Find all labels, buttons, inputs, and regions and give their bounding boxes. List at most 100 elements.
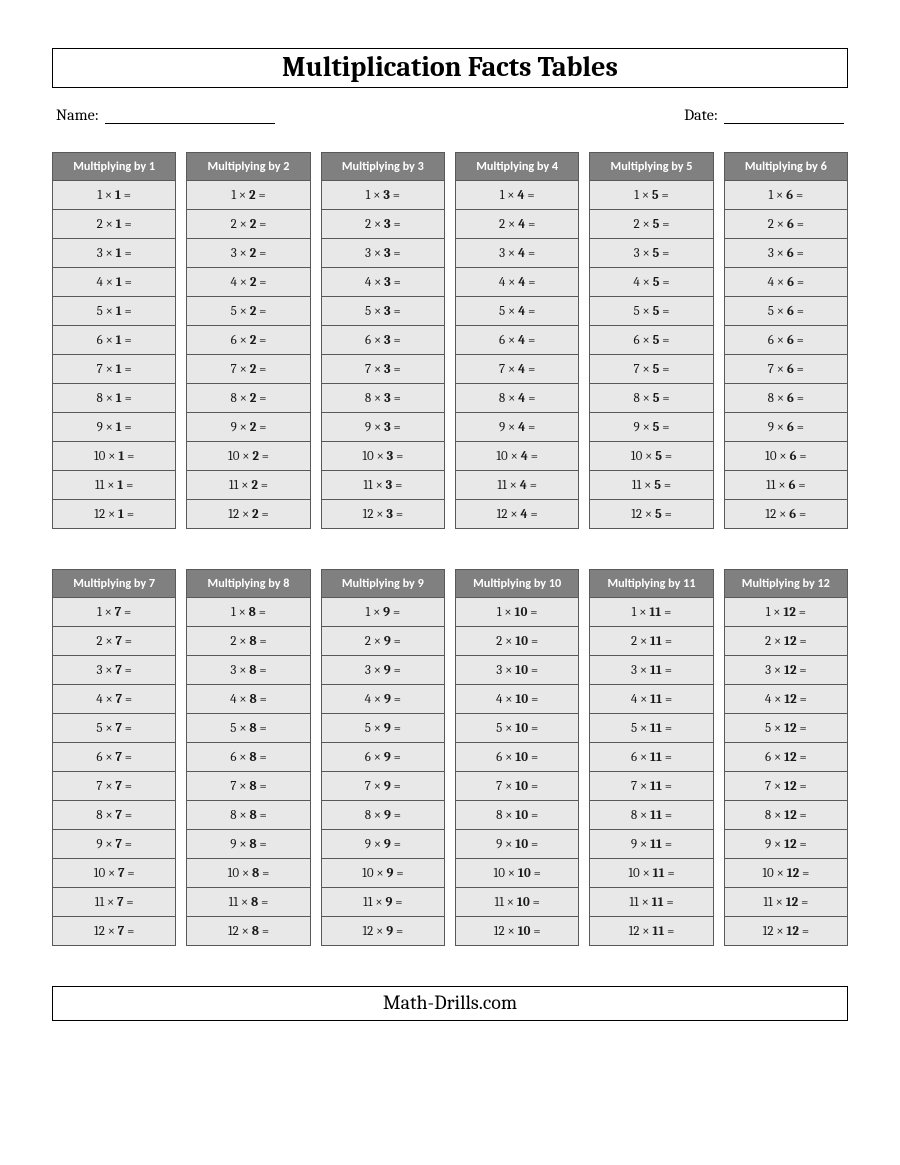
fact-cell: 8 × 11 = — [590, 801, 712, 830]
fact-cell: 6 × 3 = — [322, 326, 444, 355]
fact-cell: 2 × 7 = — [53, 627, 175, 656]
fact-table-3: Multiplying by 31 × 3 =2 × 3 =3 × 3 =4 ×… — [321, 152, 445, 529]
fact-cell: 12 × 9 = — [322, 917, 444, 945]
fact-cell: 12 × 7 = — [53, 917, 175, 945]
fact-cell: 12 × 2 = — [187, 500, 309, 528]
fact-cell: 8 × 7 = — [53, 801, 175, 830]
fact-table-header: Multiplying by 1 — [53, 153, 175, 181]
fact-cell: 11 × 10 = — [456, 888, 578, 917]
fact-cell: 6 × 1 = — [53, 326, 175, 355]
date-field: Date: — [684, 106, 844, 124]
fact-cell: 7 × 6 = — [725, 355, 847, 384]
date-label: Date: — [684, 106, 718, 124]
fact-cell: 5 × 4 = — [456, 297, 578, 326]
fact-cell: 3 × 7 = — [53, 656, 175, 685]
fact-cell: 8 × 2 = — [187, 384, 309, 413]
name-underline[interactable] — [105, 123, 275, 124]
fact-cell: 3 × 4 = — [456, 239, 578, 268]
fact-cell: 7 × 8 = — [187, 772, 309, 801]
fact-cell: 9 × 2 = — [187, 413, 309, 442]
fact-cell: 6 × 5 = — [590, 326, 712, 355]
fact-cell: 8 × 8 = — [187, 801, 309, 830]
fact-cell: 6 × 11 = — [590, 743, 712, 772]
fact-cell: 1 × 9 = — [322, 598, 444, 627]
fact-cell: 5 × 10 = — [456, 714, 578, 743]
fact-cell: 1 × 2 = — [187, 181, 309, 210]
fact-table-5: Multiplying by 51 × 5 =2 × 5 =3 × 5 =4 ×… — [589, 152, 713, 529]
fact-table-1: Multiplying by 11 × 1 =2 × 1 =3 × 1 =4 ×… — [52, 152, 176, 529]
fact-cell: 6 × 12 = — [725, 743, 847, 772]
fact-table-header: Multiplying by 12 — [725, 570, 847, 598]
fact-cell: 1 × 3 = — [322, 181, 444, 210]
fact-cell: 11 × 3 = — [322, 471, 444, 500]
fact-cell: 2 × 6 = — [725, 210, 847, 239]
fact-cell: 11 × 8 = — [187, 888, 309, 917]
fact-cell: 2 × 4 = — [456, 210, 578, 239]
fact-cell: 8 × 10 = — [456, 801, 578, 830]
fact-cell: 9 × 5 = — [590, 413, 712, 442]
fact-table-header: Multiplying by 4 — [456, 153, 578, 181]
fact-cell: 7 × 2 = — [187, 355, 309, 384]
page-title: Multiplication Facts Tables — [52, 48, 848, 88]
fact-cell: 4 × 5 = — [590, 268, 712, 297]
fact-cell: 2 × 10 = — [456, 627, 578, 656]
fact-cell: 2 × 12 = — [725, 627, 847, 656]
fact-cell: 7 × 4 = — [456, 355, 578, 384]
fact-cell: 3 × 6 = — [725, 239, 847, 268]
fact-cell: 9 × 11 = — [590, 830, 712, 859]
fact-cell: 8 × 6 = — [725, 384, 847, 413]
fact-cell: 10 × 8 = — [187, 859, 309, 888]
fact-cell: 7 × 3 = — [322, 355, 444, 384]
fact-cell: 9 × 12 = — [725, 830, 847, 859]
fact-cell: 12 × 1 = — [53, 500, 175, 528]
fact-cell: 1 × 10 = — [456, 598, 578, 627]
fact-cell: 6 × 6 = — [725, 326, 847, 355]
fact-cell: 11 × 1 = — [53, 471, 175, 500]
fact-cell: 9 × 1 = — [53, 413, 175, 442]
fact-cell: 12 × 6 = — [725, 500, 847, 528]
fact-cell: 7 × 11 = — [590, 772, 712, 801]
fact-table-header: Multiplying by 7 — [53, 570, 175, 598]
name-field: Name: — [56, 106, 275, 124]
fact-cell: 1 × 7 = — [53, 598, 175, 627]
fact-cell: 11 × 7 = — [53, 888, 175, 917]
fact-table-12: Multiplying by 121 × 12 =2 × 12 =3 × 12 … — [724, 569, 848, 946]
fact-cell: 4 × 6 = — [725, 268, 847, 297]
fact-cell: 10 × 3 = — [322, 442, 444, 471]
fact-cell: 4 × 2 = — [187, 268, 309, 297]
fact-cell: 5 × 8 = — [187, 714, 309, 743]
fact-cell: 6 × 4 = — [456, 326, 578, 355]
fact-cell: 10 × 11 = — [590, 859, 712, 888]
fact-cell: 11 × 2 = — [187, 471, 309, 500]
fact-cell: 5 × 7 = — [53, 714, 175, 743]
fact-cell: 10 × 1 = — [53, 442, 175, 471]
fact-cell: 9 × 4 = — [456, 413, 578, 442]
fact-cell: 9 × 7 = — [53, 830, 175, 859]
fact-cell: 2 × 3 = — [322, 210, 444, 239]
fact-cell: 2 × 1 = — [53, 210, 175, 239]
fact-table-header: Multiplying by 6 — [725, 153, 847, 181]
fact-cell: 3 × 9 = — [322, 656, 444, 685]
fact-cell: 1 × 4 = — [456, 181, 578, 210]
fact-cell: 1 × 1 = — [53, 181, 175, 210]
fact-cell: 10 × 2 = — [187, 442, 309, 471]
fact-cell: 6 × 2 = — [187, 326, 309, 355]
fact-cell: 11 × 11 = — [590, 888, 712, 917]
name-label: Name: — [56, 106, 99, 124]
fact-cell: 1 × 12 = — [725, 598, 847, 627]
date-underline[interactable] — [724, 123, 844, 124]
fact-cell: 5 × 11 = — [590, 714, 712, 743]
fact-table-4: Multiplying by 41 × 4 =2 × 4 =3 × 4 =4 ×… — [455, 152, 579, 529]
fact-cell: 1 × 11 = — [590, 598, 712, 627]
fact-cell: 4 × 4 = — [456, 268, 578, 297]
fact-cell: 5 × 9 = — [322, 714, 444, 743]
fact-cell: 3 × 1 = — [53, 239, 175, 268]
fact-cell: 3 × 3 = — [322, 239, 444, 268]
fact-cell: 7 × 5 = — [590, 355, 712, 384]
fact-cell: 11 × 12 = — [725, 888, 847, 917]
fact-table-header: Multiplying by 9 — [322, 570, 444, 598]
fact-cell: 10 × 6 = — [725, 442, 847, 471]
fact-cell: 9 × 3 = — [322, 413, 444, 442]
fact-cell: 6 × 10 = — [456, 743, 578, 772]
fact-cell: 12 × 3 = — [322, 500, 444, 528]
